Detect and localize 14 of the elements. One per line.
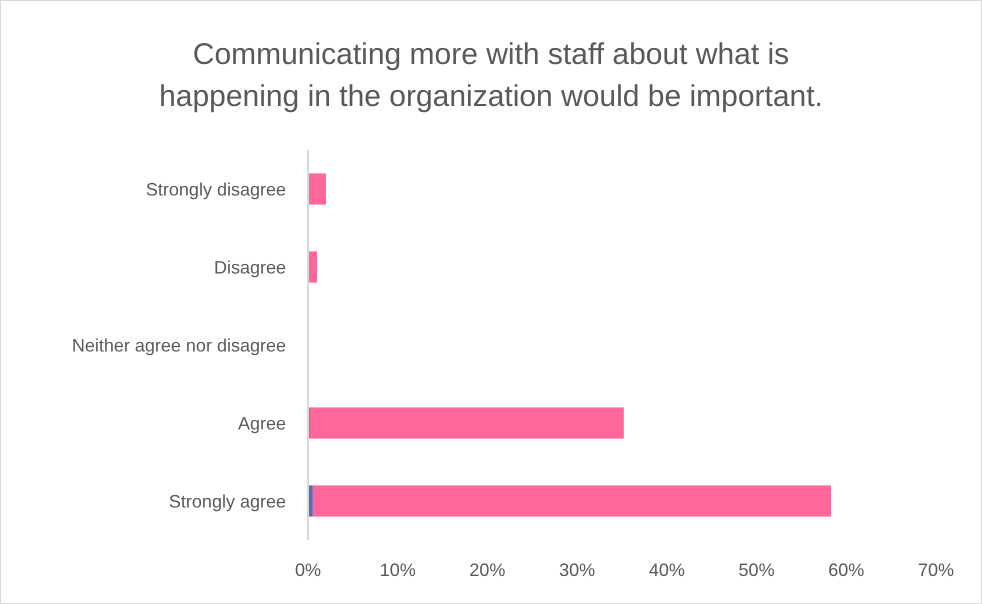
x-tick-label: 30% bbox=[559, 560, 596, 580]
x-tick-label: 70% bbox=[918, 560, 954, 580]
x-tick-label: 60% bbox=[828, 560, 864, 580]
x-tick-label: 40% bbox=[648, 560, 685, 580]
x-tick-label: 20% bbox=[469, 560, 506, 580]
y-tick-label: Disagree bbox=[214, 257, 286, 278]
y-tick-label: Neither agree nor disagree bbox=[72, 335, 286, 356]
chart-title: Communicating more with staff about what is happening in the organization would be important. bbox=[159, 38, 823, 113]
y-tick-label: Agree bbox=[238, 413, 286, 434]
x-tick-label: 50% bbox=[738, 560, 775, 580]
x-tick-label: 10% bbox=[380, 560, 416, 580]
y-tick-label: Strongly agree bbox=[168, 491, 286, 512]
y-tick-label: Strongly disagree bbox=[146, 179, 286, 200]
x-tick-label: 0% bbox=[294, 560, 322, 580]
